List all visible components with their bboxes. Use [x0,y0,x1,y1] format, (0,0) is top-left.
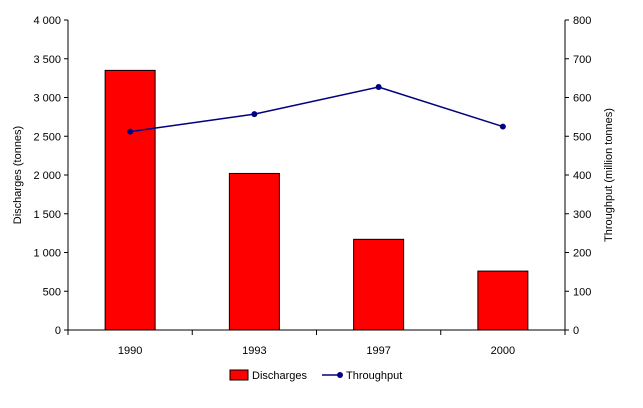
bar-discharges-1993 [228,172,280,331]
x-tick-label: 1990 [118,345,142,357]
bar-discharges-1990 [104,69,156,331]
x-tick-label: 1997 [366,345,390,357]
legend-swatch-discharges [229,369,249,381]
legend-swatch-throughput-marker [337,372,343,378]
axes-group: 0 500 1 000 1 500 2 000 2 500 3 000 3 500 4 000 0… [12,15,615,357]
y-tick-label-right: 200 [573,248,591,260]
line-group [127,84,506,135]
bars-group [104,69,529,331]
point-throughput-1993 [251,111,258,118]
y-tick-label-left: 0 [55,325,61,337]
y-tick-label-left: 2 000 [33,170,61,182]
y-tick-label-left: 500 [43,286,61,298]
legend-label-discharges: Discharges [252,370,308,382]
y-tick-label-right: 500 [573,131,591,143]
legend-label-throughput: Throughput [346,370,402,382]
bar-discharges-2000 [477,270,529,331]
y-axis-left-title: Discharges (tonnes) [12,126,24,224]
x-tick-label: 2000 [491,345,515,357]
point-throughput-2000 [499,123,506,130]
y-axis-right-title: Throughput (million tonnes) [603,108,615,242]
y-tick-label-right: 800 [573,15,591,27]
y-tick-label-left: 4 000 [33,15,61,27]
x-tick-label: 1993 [242,345,266,357]
y-tick-label-right: 300 [573,209,591,221]
y-tick-label-left: 3 000 [33,93,61,105]
y-tick-label-right: 400 [573,170,591,182]
bar-discharges-1997 [353,238,405,331]
y-tick-label-left: 1 000 [33,248,61,260]
legend: Discharges Throughput [229,369,402,382]
y-tick-label-left: 3 500 [33,54,61,66]
y-tick-label-right: 100 [573,286,591,298]
y-tick-label-right: 0 [573,325,579,337]
y-tick-label-left: 2 500 [33,131,61,143]
y-tick-label-right: 600 [573,93,591,105]
point-throughput-1997 [375,84,382,91]
point-throughput-1990 [127,128,134,135]
line-throughput [130,86,504,133]
y-tick-label-right: 700 [573,54,591,66]
y-tick-label-left: 1 500 [33,209,61,221]
